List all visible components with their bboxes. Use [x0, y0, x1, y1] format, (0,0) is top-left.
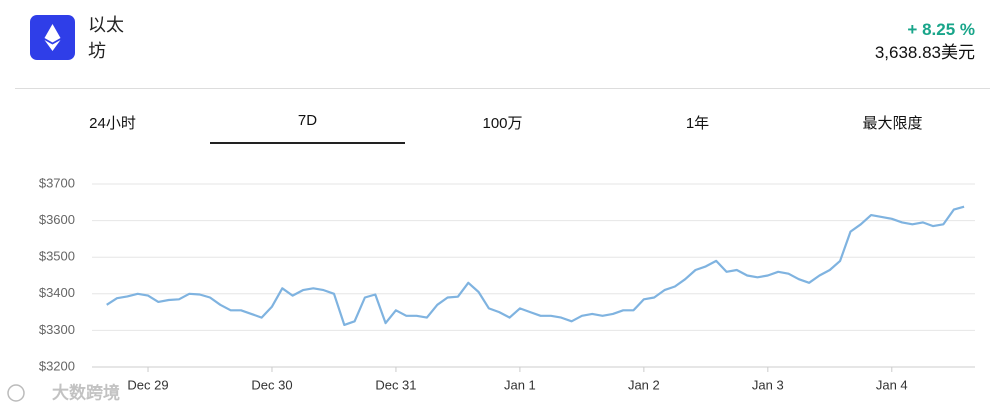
time-tab[interactable]: 100万 — [482, 115, 523, 132]
y-tick-label: $3400 — [39, 285, 75, 300]
y-tick-label: $3300 — [39, 322, 75, 337]
time-tab[interactable]: 1年 — [685, 115, 710, 132]
y-tick-label: $3700 — [39, 175, 75, 190]
y-tick-label: $3200 — [39, 358, 75, 373]
x-tick-label: Dec 29 — [127, 377, 168, 392]
time-tab[interactable]: 7D — [297, 112, 318, 129]
active-tab-underline — [210, 142, 405, 144]
price-change: + 8.25 % — [907, 20, 975, 39]
x-tick-label: Jan 3 — [752, 377, 784, 392]
divider — [15, 88, 990, 89]
x-tick-label: Jan 1 — [504, 377, 536, 392]
watermark-icon — [7, 384, 25, 402]
y-tick-label: $3600 — [39, 212, 75, 227]
x-tick-label: Dec 31 — [375, 377, 416, 392]
x-tick-label: Jan 4 — [876, 377, 908, 392]
y-tick-label: $3500 — [39, 249, 75, 264]
watermark: 大数跨境 — [52, 382, 120, 402]
coin-name: 以太坊 — [88, 15, 124, 61]
eth-icon — [30, 15, 75, 60]
price-line — [106, 205, 965, 326]
time-tab[interactable]: 最大限度 — [862, 115, 923, 132]
x-tick-label: Dec 30 — [251, 377, 292, 392]
time-tab[interactable]: 24小时 — [89, 115, 136, 132]
price: 3,638.83美元 — [874, 43, 975, 62]
x-tick-label: Jan 2 — [628, 377, 660, 392]
